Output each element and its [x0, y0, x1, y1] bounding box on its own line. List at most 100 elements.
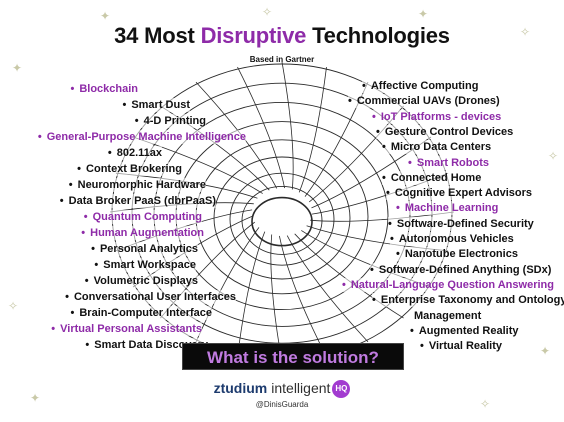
bullet-icon: • [420, 340, 424, 353]
technology-item: Management [414, 308, 482, 323]
technology-item: • Software-Defined Security [388, 216, 534, 231]
technology-label: Software-Defined Anything (SDx) [378, 263, 552, 276]
technology-item: • Personal Analytics [91, 242, 198, 256]
grid-ring [195, 139, 369, 295]
technology-label: Blockchain [79, 83, 138, 95]
bullet-icon: • [372, 294, 376, 307]
sparkle-icon: ✦ [540, 344, 551, 358]
technology-item: • Affective Computing [362, 79, 479, 93]
bullet-icon: • [51, 323, 56, 335]
page-title: 34 Most Disruptive Technologies [0, 23, 564, 49]
technology-item: • Virtual Reality [420, 339, 503, 354]
technology-label: Quantum Computing [92, 211, 202, 223]
bullet-icon: • [390, 233, 394, 245]
bullet-icon: • [134, 115, 139, 127]
bullet-icon: • [91, 243, 95, 255]
technology-item: • Connected Home [382, 170, 482, 185]
bullet-icon: • [408, 156, 412, 169]
technology-label: Software-Defined Security [396, 217, 534, 230]
technology-label: Smart Workspace [103, 259, 196, 271]
sparkle-icon: ✦ [100, 9, 111, 23]
technology-item: • Software-Defined Anything (SDx) [370, 262, 552, 277]
bullet-icon: • [396, 248, 400, 261]
technology-label: Affective Computing [370, 80, 479, 92]
technology-item: • Autonomous Vehicles [390, 232, 514, 246]
technology-item: • General-Purpose Machine Intelligence [37, 130, 246, 144]
bullet-icon: • [362, 80, 366, 92]
bullet-icon: • [107, 147, 112, 159]
technology-item: • Human Augmentation [81, 226, 204, 240]
sparkle-icon: ✧ [262, 5, 273, 19]
technology-item: • Micro Data Centers [382, 140, 492, 155]
grid-spoke [298, 67, 327, 193]
technology-item: • Gesture Control Devices [376, 124, 514, 139]
sparkle-icon: ✧ [520, 25, 531, 39]
technology-item: • 802.11ax [107, 146, 162, 160]
bullet-icon: • [382, 171, 386, 184]
bullet-icon: • [84, 275, 89, 287]
technology-item: • Context Brokering [77, 162, 182, 176]
page-subtitle: Based in Gartner [249, 55, 315, 64]
technology-label: Virtual Personal Assistants [60, 323, 202, 335]
bullet-icon: • [59, 195, 64, 207]
technology-label: Augmented Reality [418, 324, 519, 337]
grid-ring [241, 185, 323, 255]
technology-label: 4-D Printing [143, 115, 206, 127]
technology-item: • Virtual Personal Assistants [51, 322, 202, 336]
technology-item: • Conversational User Interfaces [65, 290, 236, 304]
technology-item: • Enterprise Taxonomy and Ontology [372, 293, 564, 308]
bullet-icon: • [370, 263, 374, 276]
sparkle-icon: ✦ [30, 391, 41, 405]
technology-label: Machine Learning [404, 202, 499, 215]
bullet-icon: • [70, 83, 75, 95]
bullet-icon: • [70, 307, 75, 319]
grid-ring [251, 196, 313, 247]
technology-item: • Smart Data Discovery [85, 338, 208, 352]
technology-label: Neuromorphic Hardware [77, 179, 206, 191]
bullet-icon: • [376, 125, 380, 138]
grid-spoke [237, 231, 266, 357]
technology-item: • Smart Robots [408, 155, 489, 170]
technology-item: • Natural-Language Question Answering [342, 277, 554, 292]
technology-label: Nanotube Electronics [404, 248, 518, 261]
technology-item: • Nanotube Electronics [396, 247, 518, 262]
technology-label: Virtual Reality [428, 340, 503, 353]
bullet-icon: • [85, 339, 90, 351]
bullet-icon: • [372, 110, 376, 123]
technology-label: Smart Dust [131, 99, 190, 111]
bullet-icon: • [410, 324, 414, 337]
technology-label: Cognitive Expert Advisors [394, 187, 532, 200]
technology-item: • Data Broker PaaS (dbrPaaS) [59, 194, 216, 208]
bullet-icon: • [77, 163, 82, 175]
sparkle-icon: ✦ [418, 7, 429, 21]
technology-label: 802.11ax [116, 147, 162, 159]
technology-label: Enterprise Taxonomy and Ontology [380, 294, 564, 307]
bullet-icon: • [348, 95, 352, 108]
technology-label: Human Augmentation [90, 227, 204, 239]
grid-spoke [237, 66, 285, 189]
sparkle-icon: ✧ [8, 299, 19, 313]
technology-label: IoT Platforms - devices [380, 110, 502, 123]
technology-label: Conversational User Interfaces [73, 291, 236, 303]
technology-item: • IoT Platforms - devices [372, 109, 502, 124]
logo-badge: HQ [332, 380, 351, 399]
technology-label: Data Broker PaaS (dbrPaaS) [68, 195, 216, 207]
grid-spoke [294, 233, 404, 319]
bullet-icon: • [83, 211, 88, 223]
grid-ring [229, 172, 335, 266]
technology-item: • 4-D Printing [134, 114, 206, 128]
sparkle-icon: ✧ [480, 397, 491, 411]
technology-label: Smart Data Discovery [94, 339, 208, 351]
technology-item: • Smart Workspace [94, 258, 196, 272]
technology-label: Autonomous Vehicles [398, 233, 514, 245]
technology-label: Brain-Computer Interface [79, 307, 212, 319]
technology-label: Volumetric Displays [93, 275, 198, 287]
technology-item: • Smart Dust [122, 98, 190, 112]
grid-spoke [286, 235, 369, 343]
technology-label: Personal Analytics [99, 243, 198, 255]
technology-label: Micro Data Centers [390, 141, 492, 154]
logo-product-text: intelligent [271, 380, 331, 396]
technology-item: • Volumetric Displays [84, 274, 198, 288]
bullet-icon: • [382, 141, 386, 154]
technology-label: Smart Robots [416, 156, 489, 169]
